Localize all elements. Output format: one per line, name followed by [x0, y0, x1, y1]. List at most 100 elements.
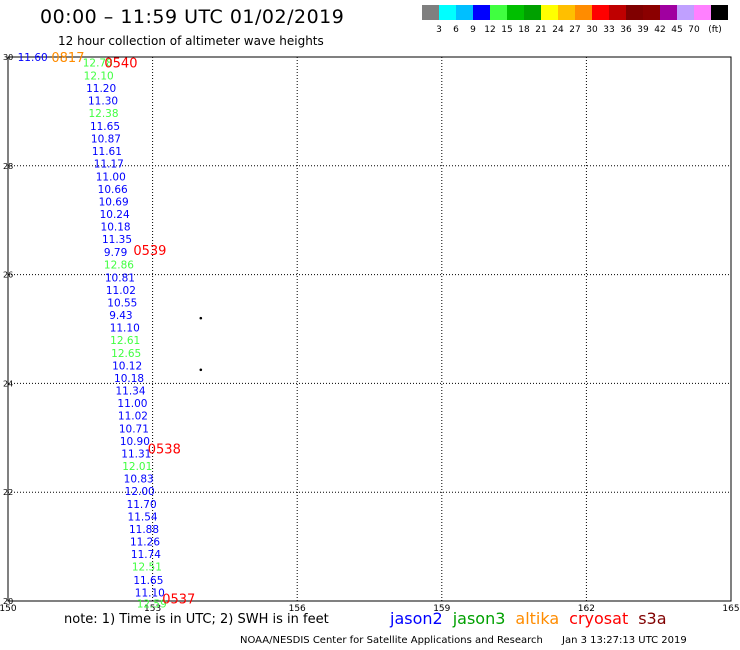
- color-scale-label: 12: [484, 25, 496, 35]
- wave-height-value: 11.65: [90, 121, 120, 133]
- latitude-tick-label: 20: [3, 597, 13, 606]
- color-swatch: [575, 5, 592, 20]
- color-scale-label: 39: [637, 25, 649, 35]
- footer-credit: NOAA/NESDIS Center for Satellite Applica…: [240, 635, 543, 646]
- pass-time-label: 0538: [148, 443, 181, 458]
- wave-height-value: 11.02: [106, 285, 136, 297]
- wave-height-value: 9.43: [109, 310, 132, 322]
- color-scale-label: 27: [569, 25, 581, 35]
- legend-item-s3a: s3a: [638, 609, 667, 628]
- pass-time-label: 0817: [51, 51, 84, 66]
- wave-height-value: 11.10: [110, 322, 140, 334]
- wave-height-value: 12.38: [88, 108, 118, 120]
- longitude-tick-label: 156: [289, 604, 306, 614]
- wave-height-value: 11.10: [135, 587, 165, 599]
- wave-height-value: 11.88: [129, 524, 159, 536]
- color-swatch: [524, 5, 541, 20]
- wave-height-value: 11.70: [127, 499, 157, 511]
- wave-height-value: 11.54: [128, 512, 158, 524]
- wave-height-value: 10.55: [107, 297, 137, 309]
- pass-time-label: 0540: [104, 56, 137, 71]
- longitude-tick-label: 165: [722, 604, 739, 614]
- latitude-tick-label: 22: [3, 488, 13, 497]
- color-swatch: [422, 5, 439, 20]
- wave-height-value: 12.01: [122, 461, 152, 473]
- wave-height-value: 10.66: [98, 184, 128, 196]
- footer: NOAA/NESDIS Center for Satellite Applica…: [240, 635, 687, 646]
- color-swatch: [609, 5, 626, 20]
- note-text: note: 1) Time is in UTC; 2) SWH is in fe…: [64, 612, 329, 627]
- color-swatch: [694, 5, 711, 20]
- wave-height-value: 10.18: [101, 222, 131, 234]
- color-swatch: [626, 5, 643, 20]
- color-swatch: [558, 5, 575, 20]
- wave-height-value: 10.81: [105, 272, 135, 284]
- wave-height-value: 11.60: [18, 52, 48, 64]
- color-swatch: [592, 5, 609, 20]
- color-scale-label: 24: [552, 25, 564, 35]
- longitude-tick-label: 150: [0, 604, 17, 614]
- pass-time-label: 0537: [162, 592, 195, 607]
- wave-height-value: 11.61: [92, 146, 122, 158]
- page-title: 00:00 – 11:59 UTC 01/02/2019: [40, 6, 345, 28]
- color-swatch: [711, 5, 728, 20]
- wave-height-value: 12.61: [110, 335, 140, 347]
- longitude-tick-label: 162: [578, 604, 595, 614]
- latitude-tick-label: 24: [3, 379, 13, 388]
- color-swatch: [541, 5, 558, 20]
- wave-height-value: 12.65: [111, 348, 141, 360]
- color-scale-label: 3: [436, 25, 442, 35]
- color-scale-label: 21: [535, 25, 547, 35]
- satellite-legend: jason2 jason3 altika cryosat s3a: [390, 609, 677, 628]
- wave-height-value: 10.87: [91, 134, 121, 146]
- wave-height-value: 10.24: [100, 209, 130, 221]
- color-swatch: [439, 5, 456, 20]
- latitude-tick-label: 26: [3, 271, 13, 280]
- wave-height-value: 11.00: [117, 398, 147, 410]
- wave-height-value: 12.59: [137, 599, 167, 611]
- wave-height-value: 11.02: [118, 410, 148, 422]
- wave-height-value: 12.00: [125, 486, 155, 498]
- wave-height-value: 12.86: [104, 259, 134, 271]
- wave-height-value: 11.30: [88, 96, 118, 108]
- wave-height-value: 10.12: [112, 360, 142, 372]
- color-swatch: [473, 5, 490, 20]
- footer-timestamp: Jan 3 13:27:13 UTC 2019: [562, 635, 687, 646]
- color-scale-label: 33: [603, 25, 615, 35]
- color-scale-label: 36: [620, 25, 632, 35]
- color-scale-label: 30: [586, 25, 598, 35]
- wave-height-value: 11.74: [131, 549, 161, 561]
- wave-height-value: 10.18: [114, 373, 144, 385]
- color-swatch: [643, 5, 660, 20]
- latitude-tick-label: 28: [3, 162, 13, 171]
- wave-height-value: 9.79: [104, 247, 127, 259]
- wave-height-value: 11.17: [94, 159, 124, 171]
- longitude-tick-label: 153: [144, 604, 161, 614]
- wave-height-value: 11.00: [96, 172, 126, 184]
- wave-height-value: 10.90: [120, 436, 150, 448]
- wave-height-value: 11.35: [102, 234, 132, 246]
- color-scale-unit: (ft): [708, 25, 722, 35]
- legend-item-cryosat: cryosat: [569, 609, 629, 628]
- wave-height-value: 11.31: [121, 449, 151, 461]
- wave-height-value: 12.10: [84, 70, 114, 82]
- color-swatch: [660, 5, 677, 20]
- color-scale-label: 45: [671, 25, 683, 35]
- map-frame: [7, 56, 732, 602]
- latitude-tick-label: 30: [3, 53, 13, 62]
- wave-height-value: 11.20: [86, 83, 116, 95]
- color-swatch: [456, 5, 473, 20]
- page-subtitle: 12 hour collection of altimeter wave hei…: [58, 34, 324, 48]
- wave-height-value: 10.69: [99, 197, 129, 209]
- color-scale-label: 70: [688, 25, 700, 35]
- color-scale-label: 42: [654, 25, 666, 35]
- legend-item-jason3: jason3: [452, 609, 506, 628]
- wave-height-value: 11.34: [115, 385, 145, 397]
- color-scale-label: 15: [501, 25, 513, 35]
- pass-time-label: 0539: [133, 244, 166, 259]
- wave-height-value: 10.71: [119, 424, 149, 436]
- color-scale-label: 9: [470, 25, 476, 35]
- wave-height-value: 11.26: [130, 537, 160, 549]
- color-scale-label: 18: [518, 25, 530, 35]
